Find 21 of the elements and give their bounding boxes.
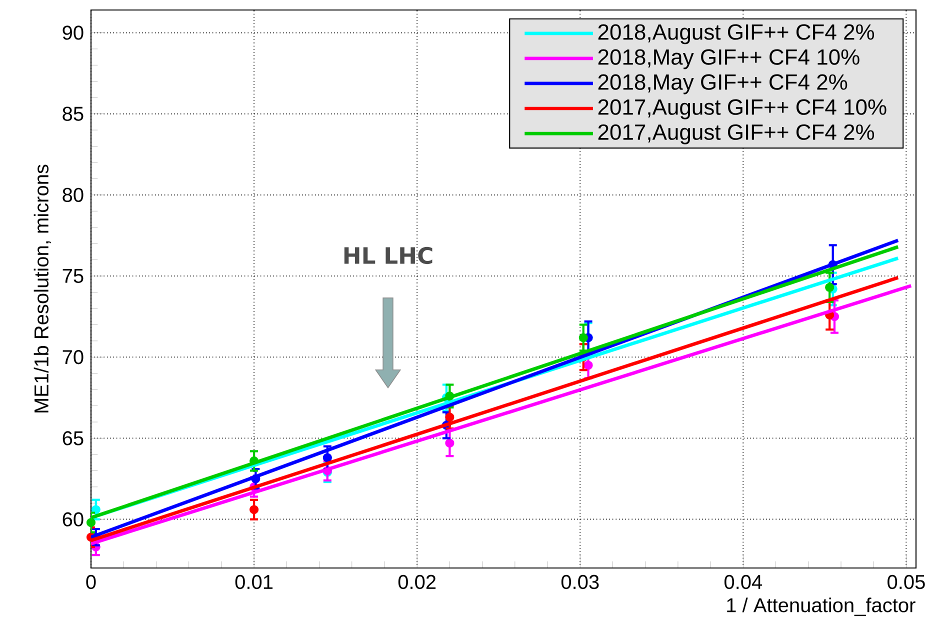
y-tick-label: 85 (62, 106, 84, 121)
legend-label: 2018,May GIF++ CF4 2% (598, 74, 848, 94)
y-tick-label: 90 (62, 26, 84, 40)
y-axis-title: ME1/1b Resolution, microns (34, 164, 51, 412)
x-tick-label: 0 (86, 574, 96, 590)
legend-label: 2017,August GIF++ CF4 10% (598, 99, 886, 120)
legend-label: 2018,August GIF++ CF4 2% (598, 24, 874, 44)
x-tick-label: 0.02 (398, 574, 436, 590)
x-tick-label: 0.04 (724, 574, 762, 590)
x-axis-title: 1 / Attenuation_factor (727, 598, 916, 616)
x-tick-label: 0.03 (561, 574, 599, 590)
legend-label: 2018,May GIF++ CF4 10% (598, 49, 860, 70)
y-tick-label: 60 (62, 512, 84, 526)
y-tick-label: 75 (62, 269, 84, 283)
legend-label: 2017,August GIF++ CF4 2% (598, 124, 874, 144)
x-tick-label: 0.01 (235, 574, 273, 590)
annotation: HL LHC (344, 246, 432, 264)
y-tick-label: 70 (62, 350, 84, 364)
y-tick-label: 65 (62, 431, 84, 446)
x-tick-label: 0.05 (888, 574, 925, 590)
y-tick-label: 80 (62, 188, 84, 202)
